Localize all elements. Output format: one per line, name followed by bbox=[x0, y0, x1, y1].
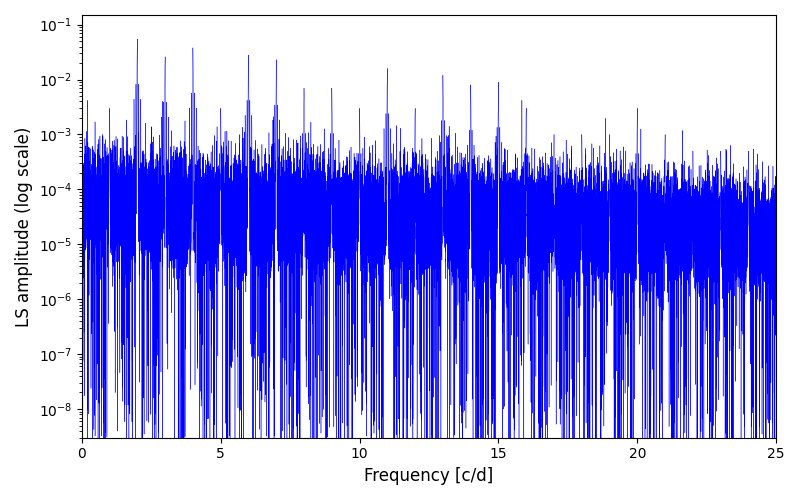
X-axis label: Frequency [c/d]: Frequency [c/d] bbox=[364, 467, 494, 485]
Y-axis label: LS amplitude (log scale): LS amplitude (log scale) bbox=[15, 126, 33, 326]
